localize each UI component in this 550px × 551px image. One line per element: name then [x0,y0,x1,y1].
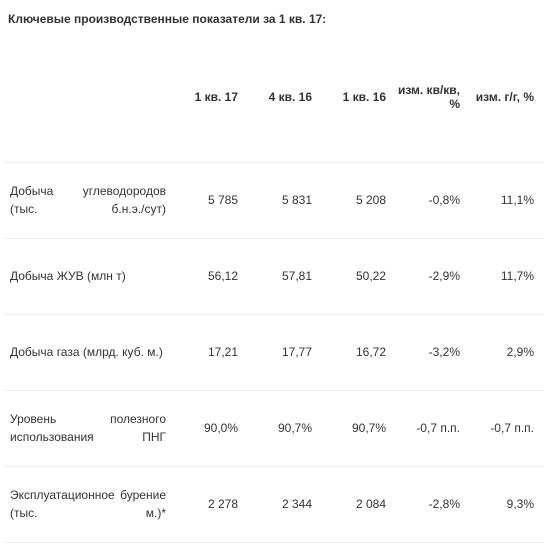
row-label: Добыча газа (млрд. куб. м.) [4,314,174,390]
cell-value: 2 344 [248,466,322,542]
col-header-1: 1 кв. 17 [174,32,248,162]
cell-value: 2,9% [470,314,544,390]
cell-value: 90,0% [174,390,248,466]
cell-value: 5 785 [174,162,248,238]
cell-value: 9,3% [470,466,544,542]
col-header-4: изм. кв/кв, % [396,32,470,162]
cell-value: 56,12 [174,238,248,314]
cell-value: 5 831 [248,162,322,238]
cell-value: 16,72 [322,314,396,390]
table-row: Эксплуатационное бурение (тыс. м.)* 2 27… [4,466,544,542]
row-label: Уровень полезного использования ПНГ [4,390,174,466]
cell-value: -2,9% [396,238,470,314]
row-label: Добыча углеводородов (тыс. б.н.э./сут) [4,162,174,238]
cell-value: -0,7 п.п. [396,390,470,466]
col-header-label [4,32,174,162]
col-header-2: 4 кв. 16 [248,32,322,162]
table-row: Добыча углеводородов (тыс. б.н.э./сут) 5… [4,162,544,238]
cell-value: -0,7 п.п. [470,390,544,466]
page-title: Ключевые производственные показатели за … [8,12,550,26]
cell-value: 5 208 [322,162,396,238]
cell-value: 57,81 [248,238,322,314]
kpi-table: 1 кв. 17 4 кв. 16 1 кв. 16 изм. кв/кв, %… [4,32,544,543]
cell-value: 50,22 [322,238,396,314]
cell-value: -3,2% [396,314,470,390]
cell-value: 2 084 [322,466,396,542]
cell-value: 90,7% [248,390,322,466]
row-label: Эксплуатационное бурение (тыс. м.)* [4,466,174,542]
cell-value: -2,8% [396,466,470,542]
cell-value: 17,21 [174,314,248,390]
row-label: Добыча ЖУВ (млн т) [4,238,174,314]
cell-value: -0,8% [396,162,470,238]
cell-value: 90,7% [322,390,396,466]
cell-value: 17,77 [248,314,322,390]
cell-value: 11,1% [470,162,544,238]
cell-value: 2 278 [174,466,248,542]
col-header-3: 1 кв. 16 [322,32,396,162]
table-header-row: 1 кв. 17 4 кв. 16 1 кв. 16 изм. кв/кв, %… [4,32,544,162]
table-row: Добыча ЖУВ (млн т) 56,12 57,81 50,22 -2,… [4,238,544,314]
cell-value: 11,7% [470,238,544,314]
table-row: Добыча газа (млрд. куб. м.) 17,21 17,77 … [4,314,544,390]
col-header-5: изм. г/г, % [470,32,544,162]
table-row: Уровень полезного использования ПНГ 90,0… [4,390,544,466]
